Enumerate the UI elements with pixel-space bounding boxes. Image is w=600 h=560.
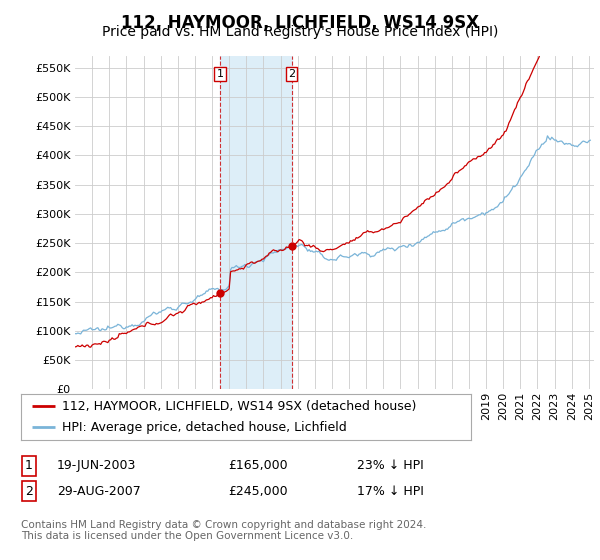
Text: 29-AUG-2007: 29-AUG-2007 xyxy=(57,484,141,498)
Text: HPI: Average price, detached house, Lichfield: HPI: Average price, detached house, Lich… xyxy=(62,421,346,433)
Text: Contains HM Land Registry data © Crown copyright and database right 2024.
This d: Contains HM Land Registry data © Crown c… xyxy=(21,520,427,542)
Bar xyxy=(220,56,292,389)
Text: Price paid vs. HM Land Registry's House Price Index (HPI): Price paid vs. HM Land Registry's House … xyxy=(102,25,498,39)
Text: 19-JUN-2003: 19-JUN-2003 xyxy=(57,459,136,473)
Text: 1: 1 xyxy=(217,69,223,79)
Text: £165,000: £165,000 xyxy=(228,459,287,473)
Text: 17% ↓ HPI: 17% ↓ HPI xyxy=(357,484,424,498)
Text: 2: 2 xyxy=(25,484,33,498)
Text: £245,000: £245,000 xyxy=(228,484,287,498)
Text: 23% ↓ HPI: 23% ↓ HPI xyxy=(357,459,424,473)
Text: 112, HAYMOOR, LICHFIELD, WS14 9SX: 112, HAYMOOR, LICHFIELD, WS14 9SX xyxy=(121,14,479,32)
Text: 1: 1 xyxy=(25,459,33,473)
Text: 2: 2 xyxy=(288,69,295,79)
Text: 112, HAYMOOR, LICHFIELD, WS14 9SX (detached house): 112, HAYMOOR, LICHFIELD, WS14 9SX (detac… xyxy=(62,400,416,413)
